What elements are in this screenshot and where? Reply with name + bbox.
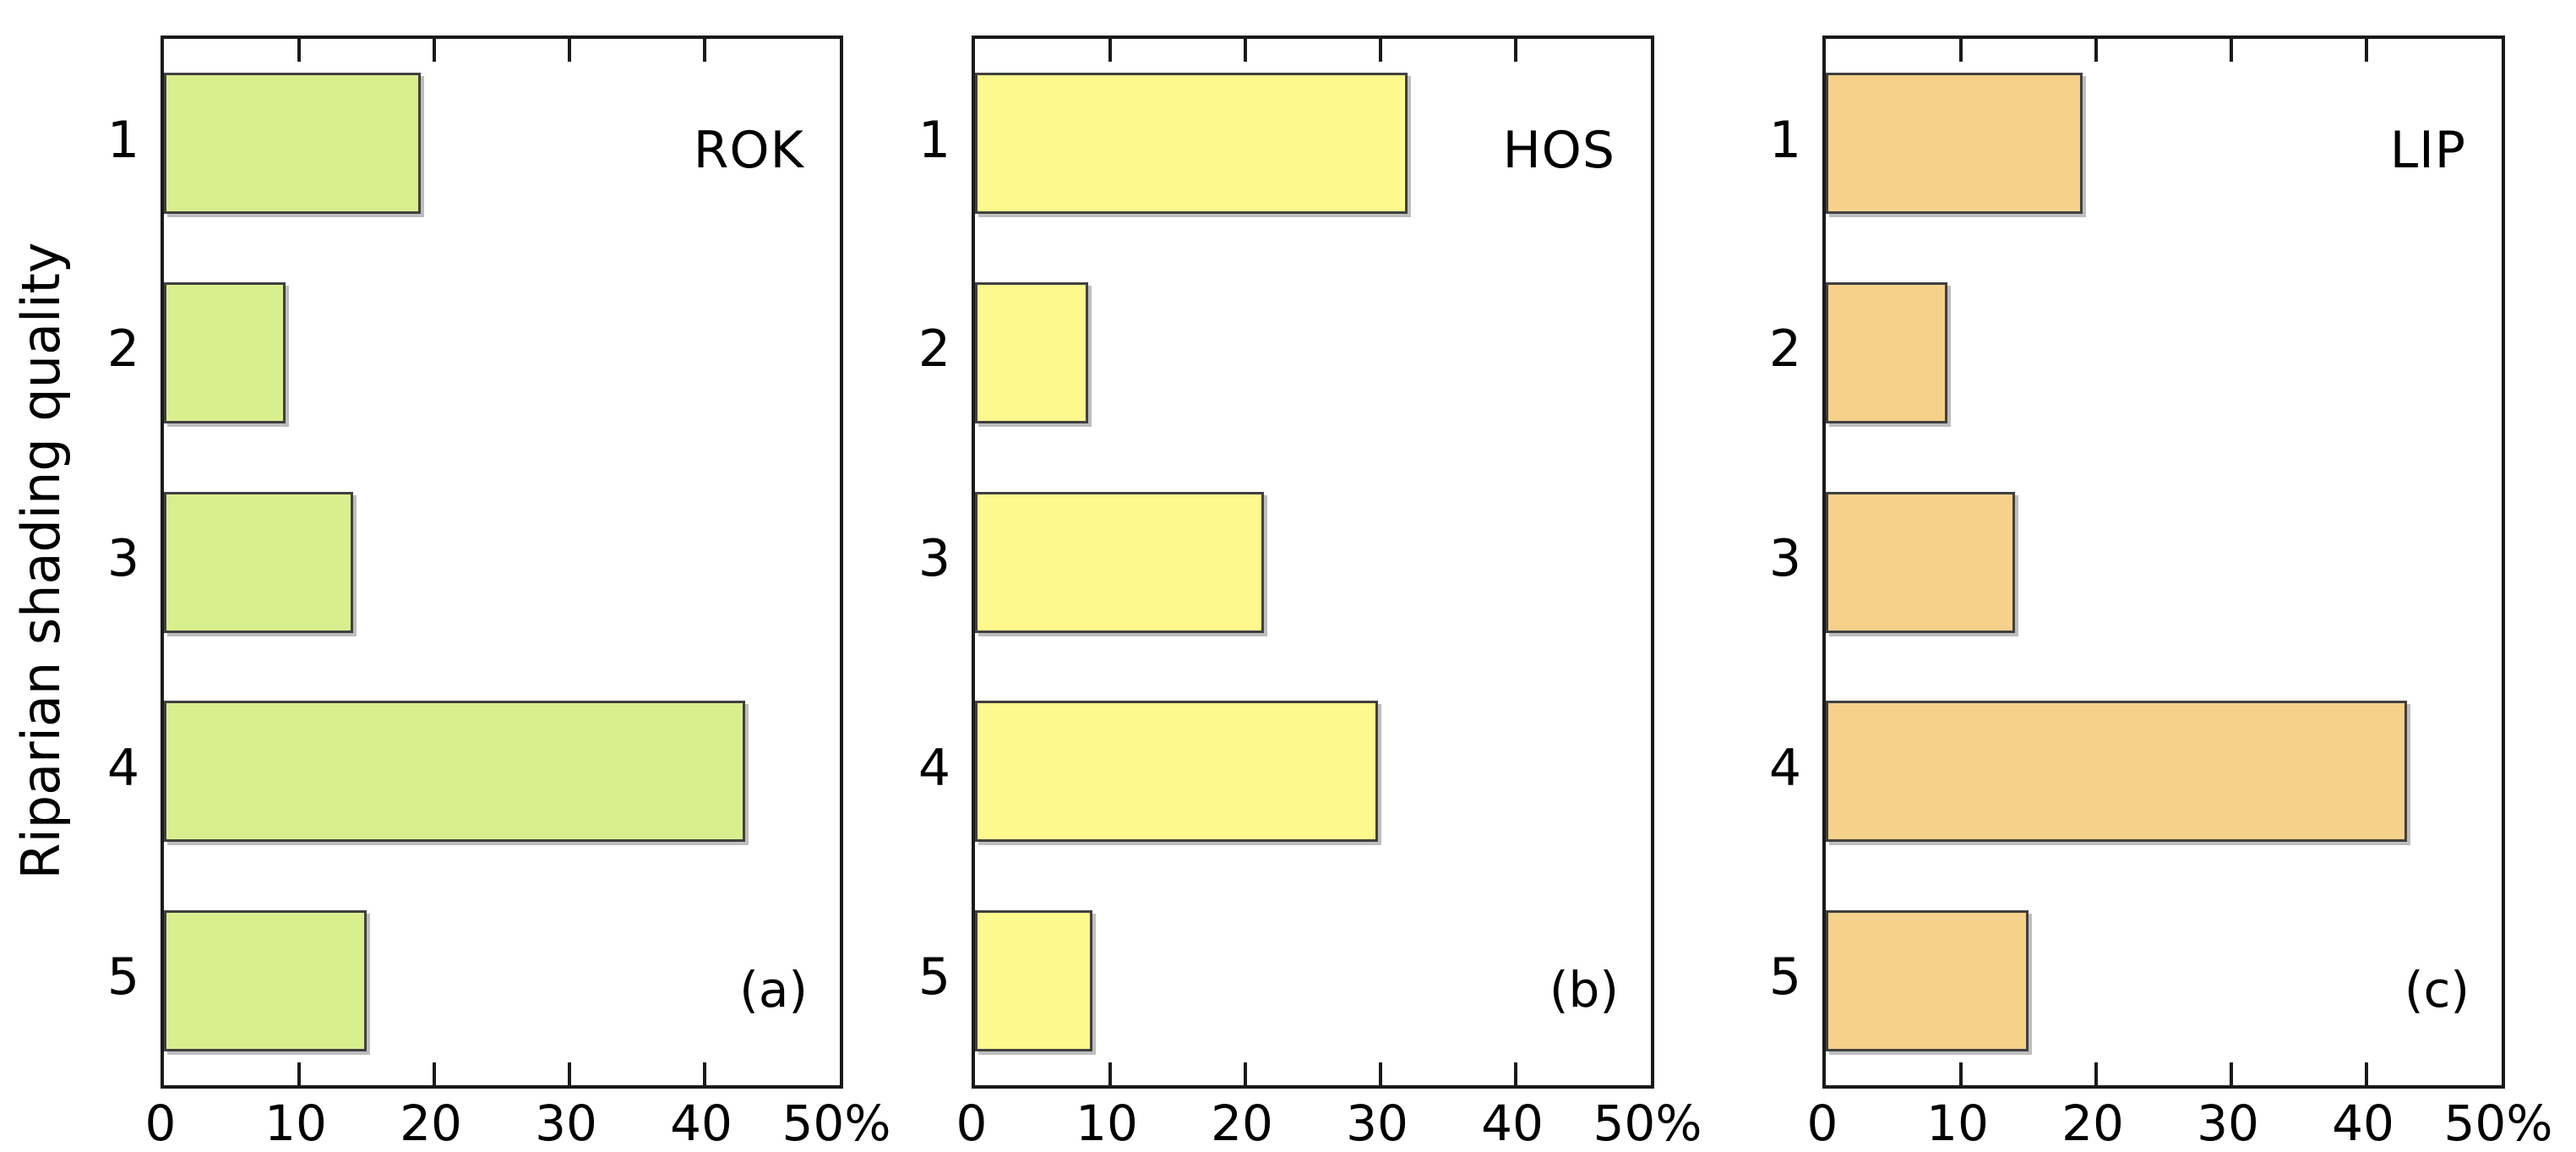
bar-lip-quality-1 — [1826, 73, 2083, 215]
y-tick-label-lip-3: 3 — [1768, 529, 1801, 588]
bar-rok-quality-4 — [164, 701, 745, 843]
plot-area-rok: ROK (a) — [161, 35, 843, 1089]
x-axis-tick-top — [1379, 39, 1382, 62]
x-axis-tick-bottom — [1514, 1062, 1517, 1085]
x-axis-tick-top — [1108, 39, 1112, 62]
x-axis-tick-bottom — [2365, 1062, 2368, 1085]
x-axis-tick-bottom — [1379, 1062, 1382, 1085]
x-axis-tick-bottom — [1108, 1062, 1112, 1085]
bar-hos-quality-4 — [975, 701, 1378, 843]
y-tick-label-hos-2: 2 — [918, 319, 950, 379]
x-axis-tick-bottom — [1244, 1062, 1247, 1085]
bar-hos-quality-5 — [975, 909, 1093, 1051]
y-tick-label-lip-5: 5 — [1768, 947, 1801, 1007]
bar-hos-quality-2 — [975, 281, 1089, 423]
y-tick-label-hos-4: 4 — [918, 738, 950, 798]
bar-hos-quality-1 — [975, 73, 1408, 215]
y-tick-label-rok-3: 3 — [106, 529, 139, 588]
y-tick-label-lip-4: 4 — [1768, 738, 1801, 798]
bar-rok-quality-1 — [164, 73, 421, 215]
y-tick-label-rok-2: 2 — [106, 319, 139, 379]
x-axis-tick-bottom — [2230, 1062, 2233, 1085]
site-code-label-hos: HOS — [1502, 121, 1615, 180]
y-tick-label-hos-1: 1 — [918, 110, 950, 170]
x-axis-tick-bottom — [703, 1062, 706, 1085]
x-axis-tick-top — [1959, 39, 1963, 62]
bar-rok-quality-5 — [164, 909, 367, 1051]
x-axis-tick-bottom — [297, 1062, 301, 1085]
x-axis-tick-top — [433, 39, 436, 62]
bar-lip-quality-2 — [1826, 281, 1947, 423]
plot-area-lip: LIP (c) — [1822, 35, 2505, 1089]
x-tick-label-lip-50: 50% — [2443, 1095, 2553, 1152]
plot-area-hos: HOS (b) — [972, 35, 1654, 1089]
x-axis-tick-top — [2230, 39, 2233, 62]
y-tick-label-rok-4: 4 — [106, 738, 139, 798]
bar-lip-quality-5 — [1826, 909, 2029, 1051]
y-tick-label-rok-5: 5 — [106, 947, 139, 1007]
site-code-label-lip: LIP — [2389, 121, 2466, 180]
x-tick-label-hos-50: 50% — [1593, 1095, 1702, 1152]
x-axis-tick-top — [1244, 39, 1247, 62]
panel-letter-label-lip: (c) — [2404, 961, 2470, 1018]
y-tick-label-lip-2: 2 — [1768, 319, 1801, 379]
panel-letter-label-hos: (b) — [1549, 961, 1619, 1018]
x-axis-tick-bottom — [2094, 1062, 2098, 1085]
x-axis-tick-top — [2365, 39, 2368, 62]
x-axis-tick-top — [1514, 39, 1517, 62]
panel-letter-label-rok: (a) — [739, 961, 808, 1018]
y-tick-label-rok-1: 1 — [106, 110, 139, 170]
x-axis-tick-top — [297, 39, 301, 62]
x-axis-tick-bottom — [1959, 1062, 1963, 1085]
x-axis-tick-bottom — [568, 1062, 571, 1085]
bar-rok-quality-2 — [164, 281, 286, 423]
y-tick-label-lip-1: 1 — [1768, 110, 1801, 170]
x-axis-tick-bottom — [433, 1062, 436, 1085]
bar-lip-quality-4 — [1826, 701, 2407, 843]
bar-rok-quality-3 — [164, 491, 353, 633]
x-axis-tick-top — [2094, 39, 2098, 62]
y-tick-label-hos-5: 5 — [918, 947, 950, 1007]
y-tick-label-hos-3: 3 — [918, 529, 950, 588]
site-code-label-rok: ROK — [693, 121, 804, 180]
bar-hos-quality-3 — [975, 491, 1265, 633]
bar-lip-quality-3 — [1826, 491, 2015, 633]
x-axis-tick-top — [568, 39, 571, 62]
x-axis-tick-top — [703, 39, 706, 62]
